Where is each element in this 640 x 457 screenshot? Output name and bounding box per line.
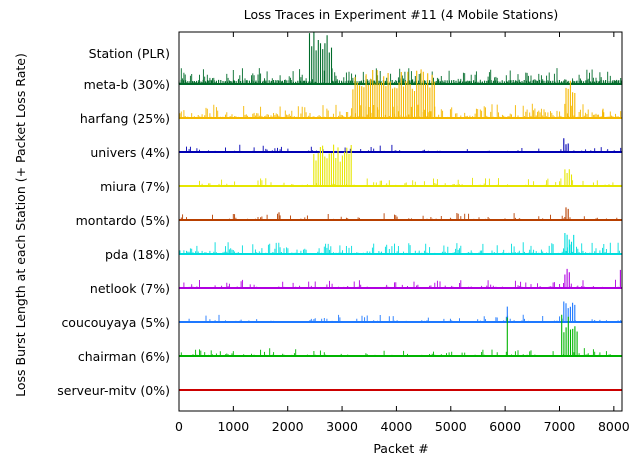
x-tick-label: 8000: [598, 419, 630, 434]
series-harfang: [179, 69, 623, 119]
station-label-netlook: netlook (7%): [90, 281, 170, 296]
series-miura: [179, 144, 622, 187]
station-label-univers: univers (4%): [90, 145, 170, 160]
station-label-serveur-mitv: serveur-mitv (0%): [57, 383, 170, 398]
station-label-chairman: chairman (6%): [78, 349, 170, 364]
station-label-montardo: montardo (5%): [76, 213, 170, 228]
series-pda: [179, 233, 623, 255]
burst-pda-0: [564, 233, 575, 254]
x-tick-label: 6000: [489, 419, 521, 434]
series-univers: [179, 138, 622, 153]
station-label-meta-b: meta-b (30%): [84, 77, 170, 92]
burst-netlook-0: [564, 268, 570, 288]
chart-title: Loss Traces in Experiment #11 (4 Mobile …: [244, 7, 559, 22]
burst-univers-0: [563, 138, 569, 152]
x-tick-label: 4000: [381, 419, 413, 434]
series-chairman: [179, 314, 622, 357]
spikes-chairman: [180, 348, 611, 356]
spikes-netlook: [183, 279, 623, 288]
station-label-miura: miura (7%): [100, 179, 170, 194]
station-label-layer: meta-b (30%) harfang (25%) univers (4%) miu…: [57, 77, 170, 398]
station-label-pda: pda (18%): [105, 247, 170, 262]
x-tick-label: 7000: [544, 419, 576, 434]
x-tick-label: 3000: [326, 419, 358, 434]
burst-harfang-1: [565, 80, 576, 118]
series-netlook: [179, 268, 623, 289]
spikes-montardo: [180, 213, 618, 220]
burst-meta-b-1: [308, 32, 333, 84]
header-label: Station (PLR): [89, 46, 170, 61]
burst-coucouyaya-1: [563, 301, 576, 322]
burst-harfang-0: [352, 69, 435, 118]
burst-meta-b-2: [332, 79, 622, 84]
y-axis-label: Loss Burst Length at each Station (+ Pac…: [13, 53, 28, 397]
plot-frame: [178, 31, 623, 412]
station-label-harfang: harfang (25%): [80, 111, 170, 126]
x-tick-layer: 0 1000 2000 3000 4000 5000 6000 7000 8000: [175, 32, 630, 434]
x-tick-label: 2000: [272, 419, 304, 434]
x-tick-label: 0: [175, 419, 183, 434]
series-coucouyaya: [179, 301, 623, 323]
spikes-coucouyaya: [188, 314, 623, 322]
burst-miura-1: [564, 169, 573, 186]
trace-layer: [178, 32, 623, 391]
burst-chairman-1: [561, 314, 578, 356]
series-meta-b: [178, 32, 623, 85]
series-montardo: [179, 207, 622, 221]
burst-montardo-1: [565, 207, 569, 220]
burst-miura-0: [313, 144, 352, 186]
spikes-miura: [199, 177, 622, 186]
spikes-pda: [179, 242, 623, 254]
spikes-univers: [179, 144, 622, 152]
x-axis-label: Packet #: [373, 441, 428, 456]
x-tick-label: 1000: [217, 419, 249, 434]
x-tick-label: 5000: [435, 419, 467, 434]
station-label-coucouyaya: coucouyaya (5%): [61, 315, 170, 330]
